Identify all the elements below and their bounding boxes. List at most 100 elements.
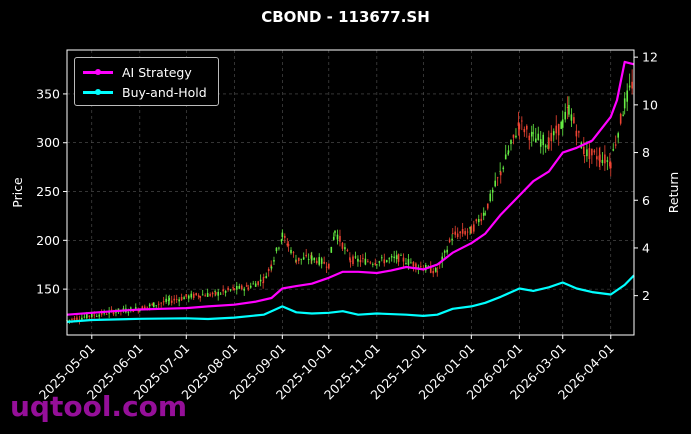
candle-body-222 [570,114,573,121]
candle-body-140 [385,260,388,263]
candle-body-231 [591,148,593,156]
candle-body-130 [362,258,364,259]
candle-body-215 [555,125,558,134]
candle-body-9 [88,315,91,317]
candle-body-118 [334,230,336,233]
candle-body-102 [297,257,300,261]
candle-body-14 [98,314,101,317]
candle-body-95 [284,235,286,238]
candle-body-146 [400,255,402,256]
candle-body-123 [346,250,349,251]
y-left-axis-label: Price [10,177,25,208]
candle-body-6 [81,317,83,320]
candle-body-84 [262,282,264,284]
candle-body-178 [473,224,475,232]
candle-body-225 [578,131,580,133]
candle-body-53 [190,293,193,298]
candle-body-167 [448,239,451,243]
y-left-tick-label-2: 250 [36,184,60,199]
candle-body-62 [211,292,214,295]
candle-body-11 [90,313,93,317]
candle-body-108 [310,255,313,261]
candle-body-135 [374,262,377,265]
candle-body-120 [339,235,341,242]
candle-body-70 [229,289,232,291]
candle-body-51 [185,294,188,297]
series-line-0 [66,60,635,316]
candle-body-113 [323,261,325,264]
candle-body-213 [550,132,553,142]
candle-body-136 [376,264,378,266]
candle-body-246 [623,98,626,109]
candle-body-194 [507,150,510,153]
candle-body-81 [254,283,257,287]
candle-body-122 [344,247,346,250]
candle-body-90 [273,259,275,262]
candle-body-216 [557,124,560,136]
candle-body-76 [243,288,246,291]
candle-body-138 [380,257,383,259]
candle-body-200 [521,120,523,122]
candle-body-232 [593,150,596,153]
candle-body-201 [523,128,526,133]
legend-item-ai-strategy: AI Strategy [83,63,192,81]
candle-body-39 [157,303,160,305]
chart-title: CBOND - 113677.SH [261,8,430,26]
plot-frame [66,49,635,336]
candle-body-48 [178,299,180,302]
candle-body-203 [528,135,531,141]
candle-body-54 [192,293,195,298]
y-right-tick-label-5: 12 [642,50,658,65]
candle-body-59 [204,295,206,297]
candle-body-55 [195,293,198,296]
candle-body-248 [628,85,631,88]
candle-body-143 [393,256,395,259]
candle-body-50 [183,297,185,300]
candle-body-37 [152,302,155,308]
candle-body-65 [217,291,219,296]
candle-body-152 [415,263,417,269]
candle-body-99 [292,252,295,254]
candle-body-144 [395,255,398,260]
candle-body-206 [534,138,537,143]
candle-body-69 [227,287,229,291]
candle-body-145 [397,254,400,262]
candle-body-103 [300,258,303,260]
candle-body-218 [561,119,564,128]
y-left-tick-label-3: 300 [36,135,60,150]
candle-body-33 [143,306,146,310]
candle-body-132 [367,261,369,263]
candle-body-173 [461,228,464,234]
candle-body-4 [76,317,78,321]
candle-body-169 [451,232,454,234]
candle-body-184 [486,203,489,209]
candle-body-195 [510,140,512,144]
candle-body-29 [134,307,137,309]
candle-body-230 [588,148,591,160]
candle-body-165 [443,250,446,253]
y-right-tick-label-4: 10 [642,97,658,112]
candle-body-47 [175,299,178,300]
candle-body-148 [405,263,407,264]
candle-body-171 [456,233,459,238]
candle-body-72 [233,288,236,290]
candle-body-85 [262,276,265,278]
candle-body-60 [206,293,209,297]
candle-body-219 [564,111,567,120]
candle-body-176 [469,226,471,229]
candle-body-164 [441,256,444,262]
candle-body-180 [477,218,480,223]
candle-body-45 [170,300,173,303]
legend-label-ai-strategy: AI Strategy [122,64,192,80]
candle-body-196 [512,134,515,138]
y-left-tick-label-4: 350 [36,86,60,101]
candle-body-105 [305,254,307,257]
candle-body-129 [359,260,362,263]
candle-body-86 [265,276,268,279]
candle-body-106 [307,259,310,260]
candle-body-190 [499,171,502,176]
candle-body-87 [267,269,270,271]
candle-body-243 [617,133,619,138]
candle-body-7 [83,316,86,318]
